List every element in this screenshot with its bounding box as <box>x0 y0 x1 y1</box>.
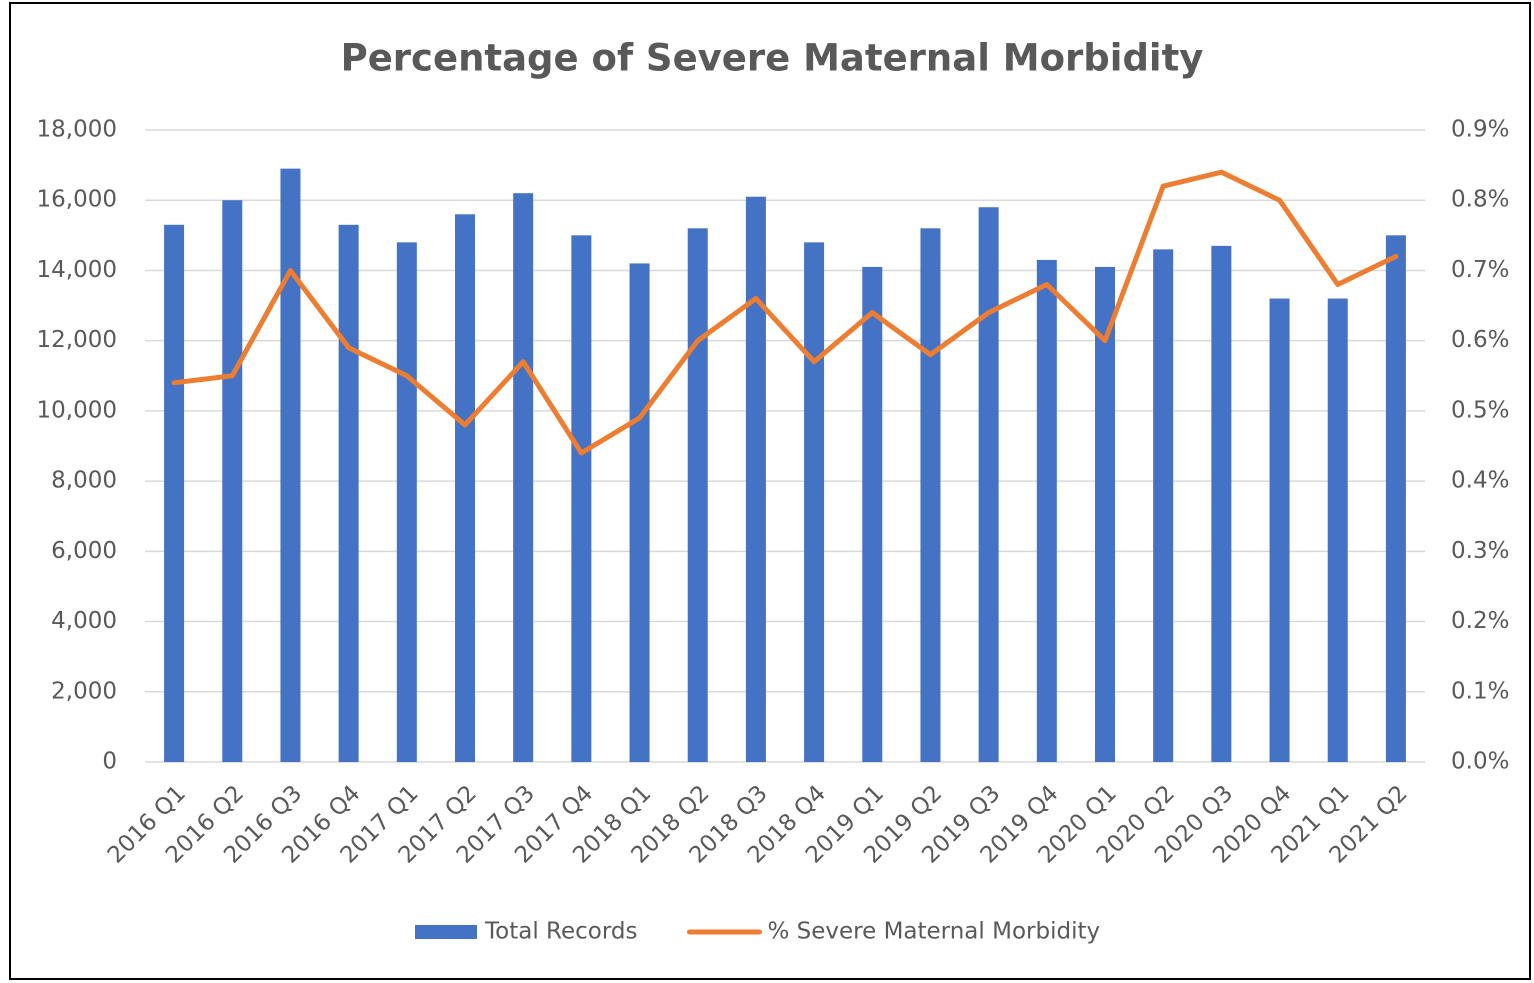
bar <box>1327 298 1348 762</box>
chart-title: Percentage of Severe Maternal Morbidity <box>341 37 1204 80</box>
y2-tick-label: 0.8% <box>1451 187 1509 213</box>
bar <box>280 168 301 763</box>
bar <box>687 228 708 763</box>
y2-tick-label: 0.5% <box>1451 397 1509 423</box>
bar <box>164 224 185 763</box>
y-tick-label: 14,000 <box>37 257 117 283</box>
bar <box>338 224 359 763</box>
y-tick-label: 12,000 <box>37 327 117 353</box>
bar <box>978 207 999 762</box>
bar <box>629 263 650 762</box>
y-tick-label: 2,000 <box>51 678 117 704</box>
y2-tick-label: 0.4% <box>1451 468 1509 494</box>
y-tick-label: 0 <box>102 749 117 775</box>
y-tick-label: 18,000 <box>37 117 117 143</box>
y-tick-label: 6,000 <box>51 538 117 564</box>
bar <box>1211 245 1232 762</box>
bar <box>571 235 592 763</box>
y-tick-label: 16,000 <box>37 187 117 213</box>
bar <box>1269 298 1290 762</box>
y2-tick-label: 0.9% <box>1451 117 1509 143</box>
bar <box>1385 235 1406 763</box>
y2-tick-label: 0.1% <box>1451 678 1509 704</box>
y2-tick-label: 0.3% <box>1451 538 1509 564</box>
line <box>171 169 1399 456</box>
bar <box>396 242 417 762</box>
legend-label: % Severe Maternal Morbidity <box>767 919 1100 945</box>
bar <box>920 228 941 763</box>
y-tick-label: 4,000 <box>51 608 117 634</box>
y2-tick-label: 0.0% <box>1451 749 1509 775</box>
bar <box>455 214 475 762</box>
legend-swatch <box>415 925 477 939</box>
y2-tick-label: 0.6% <box>1451 327 1509 353</box>
bar <box>804 242 825 762</box>
bar <box>513 193 534 762</box>
y2-tick-label: 0.2% <box>1451 608 1509 634</box>
legend-label: Total Records <box>484 919 637 945</box>
bar <box>862 266 883 762</box>
bar <box>745 196 766 762</box>
y2-tick-label: 0.7% <box>1451 257 1509 283</box>
y-tick-label: 10,000 <box>37 397 117 423</box>
bar <box>222 200 243 762</box>
bar <box>1036 259 1057 762</box>
bar <box>1153 249 1174 762</box>
bar <box>1095 266 1115 762</box>
y-tick-label: 8,000 <box>51 468 117 494</box>
